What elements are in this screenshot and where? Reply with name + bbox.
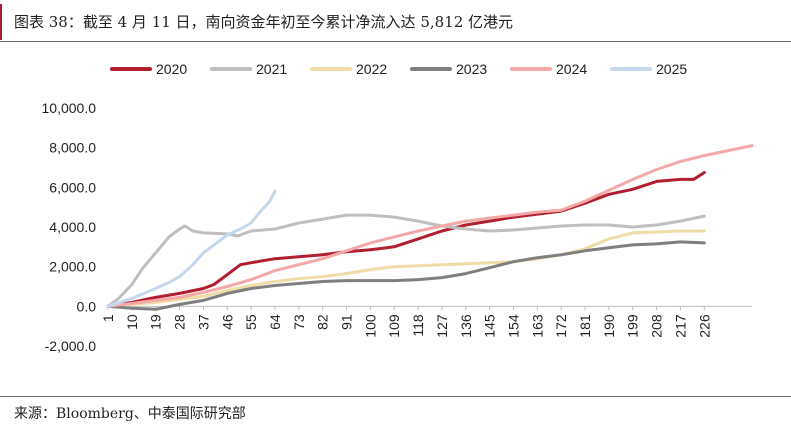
x-tick-label: 64	[267, 314, 283, 330]
x-tick-label: 28	[172, 314, 188, 330]
x-tick-label: 82	[315, 314, 331, 330]
source-note: 来源：Bloomberg、中泰国际研究部	[14, 406, 246, 422]
footer-divider	[0, 396, 791, 397]
x-tick-label: 19	[148, 314, 164, 330]
x-tick-label: 73	[291, 314, 307, 330]
x-tick-label: 172	[553, 314, 569, 338]
plot-area	[106, 144, 754, 311]
x-tick-label: 55	[243, 314, 259, 330]
y-tick-label: 4,000.0	[49, 219, 96, 235]
x-tick-label: 100	[362, 314, 378, 338]
x-tick-label: 217	[672, 314, 688, 338]
x-tick-label: 163	[529, 314, 545, 338]
series-line-2025	[106, 189, 277, 308]
x-tick-label: 118	[410, 314, 426, 337]
series-line-2024	[106, 144, 754, 308]
x-tick-label: 190	[601, 314, 617, 338]
y-tick-label: -2,000.0	[45, 338, 97, 354]
x-tick-label: 226	[696, 314, 712, 338]
x-tick-label: 10	[124, 314, 140, 330]
x-tick-label: 1	[100, 314, 116, 322]
x-tick-label: 109	[386, 314, 402, 338]
series-line-2020	[106, 171, 706, 308]
legend-label-2022: 2022	[356, 61, 387, 77]
y-tick-label: 0.0	[77, 298, 97, 314]
legend-label-2024: 2024	[556, 61, 587, 77]
x-tick-label: 208	[649, 314, 665, 338]
x-tick-label: 37	[195, 314, 211, 330]
x-tick-label: 136	[458, 314, 474, 338]
y-tick-label: 2,000.0	[49, 259, 96, 275]
x-axis: 1 10 19 28 37 46 55 64 73 82 91 100 109 118 127 136 145 1…	[100, 305, 752, 338]
x-tick-label: 154	[505, 314, 521, 338]
legend-label-2020: 2020	[156, 61, 187, 77]
x-tick-label: 181	[577, 314, 593, 338]
chart-title: 图表 38：截至 4 月 11 日，南向资金年初至今累计净流入达 5,812 亿…	[14, 13, 514, 31]
chart-legend: 2020 2021 2022 2023 2024 2025	[110, 61, 687, 77]
x-tick-label: 91	[339, 314, 355, 330]
series-line-2022	[106, 229, 706, 308]
legend-label-2023: 2023	[456, 61, 487, 77]
y-tick-label: 8,000.0	[49, 140, 96, 156]
legend-label-2021: 2021	[256, 61, 287, 77]
legend-label-2025: 2025	[656, 61, 687, 77]
y-tick-label: 10,000.0	[42, 100, 97, 116]
y-tick-label: 6,000.0	[49, 179, 96, 195]
y-axis: -2,000.0 0.0 2,000.0 4,000.0 6,000.0 8,000.0 1…	[42, 100, 97, 354]
series-line-2021	[106, 213, 706, 308]
title-accent-bar	[0, 4, 2, 40]
x-tick-label: 199	[625, 314, 641, 338]
title-bar: 图表 38：截至 4 月 11 日，南向资金年初至今累计净流入达 5,812 亿…	[0, 0, 791, 44]
series-line-2023	[106, 240, 706, 311]
x-tick-label: 145	[482, 314, 498, 338]
x-tick-label: 127	[434, 314, 450, 338]
x-tick-label: 46	[219, 314, 235, 330]
title-divider	[0, 41, 791, 42]
line-chart: 2020 2021 2022 2023 2024 2025 -2,000.0 0.0 2,00…	[42, 61, 754, 354]
